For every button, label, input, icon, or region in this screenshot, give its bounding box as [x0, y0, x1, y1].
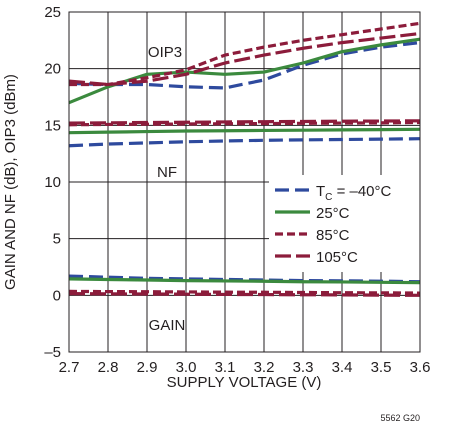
y-tick-label: –5 — [44, 344, 61, 361]
series-lines — [68, 21, 421, 297]
legend-background — [269, 175, 424, 272]
y-tick-label: 0 — [53, 287, 61, 304]
x-tick-label: 3.5 — [371, 359, 392, 376]
y-tick-label: 10 — [44, 174, 61, 191]
x-tick-label: 2.8 — [98, 359, 119, 376]
y-tick-label: 20 — [44, 61, 61, 78]
series-line — [68, 127, 421, 135]
y-axis-title: GAIN AND NF (dB), OIP3 (dBm) — [2, 74, 19, 290]
y-tick-label: 5 — [53, 231, 61, 248]
annotation-oip3: OIP3 — [148, 44, 182, 61]
figure-code: 5562 G20 — [380, 413, 420, 423]
x-tick-label: 3.0 — [176, 359, 197, 376]
series-line — [68, 137, 421, 148]
annotation-gain: GAIN — [149, 317, 186, 334]
legend-label-25c: 25°C — [316, 205, 350, 222]
x-tick-label: 3.4 — [332, 359, 353, 376]
series-line — [68, 31, 421, 87]
legend-label-85c: 85°C — [316, 227, 350, 244]
tick-labels: 2.7 2.8 2.9 3.0 3.1 3.2 3.3 3.4 3.5 3.6 –5 0 5 10 15 20… — [44, 4, 430, 376]
legend-label-105c: 105°C — [316, 249, 358, 266]
x-tick-label: 2.7 — [59, 359, 80, 376]
plot-frame — [68, 11, 421, 353]
series-line — [68, 292, 421, 297]
y-tick-label: 25 — [44, 4, 61, 21]
legend-label-minus40c: TC = –40°C — [316, 183, 392, 203]
x-tick-label: 3.3 — [293, 359, 314, 376]
x-axis-title: SUPPLY VOLTAGE (V) — [167, 374, 322, 391]
series-line — [68, 37, 421, 105]
legend: TC = –40°C 25°C 85°C 105°C — [269, 175, 424, 272]
x-tick-label: 3.2 — [254, 359, 275, 376]
x-tick-label: 3.1 — [215, 359, 236, 376]
series-line — [69, 21, 421, 87]
series-line — [68, 120, 421, 127]
x-tick-label: 3.6 — [410, 359, 431, 376]
annotation-nf: NF — [157, 164, 177, 181]
x-tick-label: 2.9 — [137, 359, 158, 376]
series-line — [68, 277, 421, 285]
y-tick-label: 15 — [44, 117, 61, 134]
series-line — [68, 289, 421, 295]
series-line — [68, 119, 421, 125]
